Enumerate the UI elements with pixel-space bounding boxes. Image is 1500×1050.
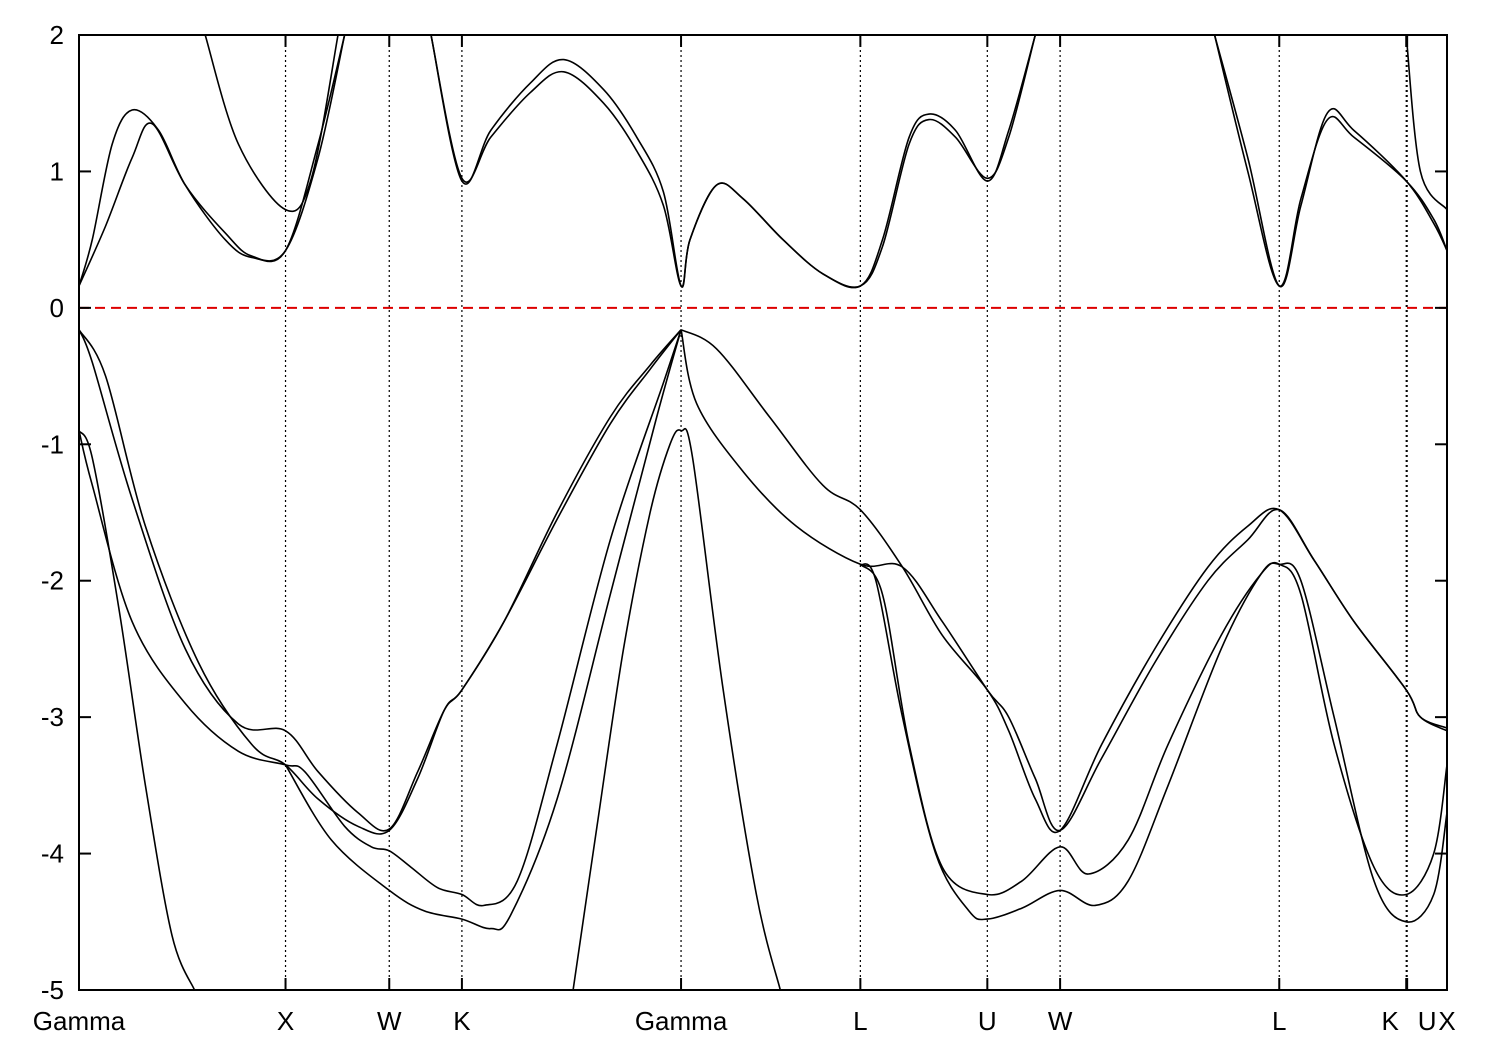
band-line-15 (1213, 35, 1447, 287)
band-line-16 (1213, 35, 1447, 288)
y-tick-label: 2 (50, 20, 64, 50)
band-line-17 (1405, 35, 1447, 211)
band-line-8 (859, 562, 1447, 923)
y-tick-label: 1 (50, 156, 64, 186)
k-point-label: W (377, 1006, 402, 1036)
band-line-4 (79, 329, 682, 835)
y-tick-label: -2 (41, 566, 64, 596)
band-line-3 (79, 329, 682, 832)
x-axis: Gamma X W K Gamma L U W L K U X (33, 35, 1456, 1036)
k-point-label: X (1438, 1006, 1455, 1036)
k-point-label: L (853, 1006, 867, 1036)
y-axis: 2 1 0 -1 -2 -3 -4 -5 (41, 20, 1447, 1005)
y-tick-label: -3 (41, 702, 64, 732)
band-line-11 (79, 35, 346, 287)
bands (79, 35, 1447, 990)
band-line-6 (680, 328, 1447, 834)
band-line-2 (79, 329, 682, 907)
band-line-7 (680, 329, 1447, 832)
band-line-9 (859, 561, 1447, 896)
band-line-0 (79, 430, 196, 990)
band-line-13 (430, 35, 1037, 289)
y-tick-label: -4 (41, 839, 64, 869)
band-line-14 (430, 35, 1037, 288)
k-point-label: W (1048, 1006, 1073, 1036)
y-tick-label: 0 (50, 293, 64, 323)
band-line-10 (79, 35, 346, 287)
k-point-label: U (1418, 1006, 1437, 1036)
k-point-label: K (1382, 1006, 1400, 1036)
k-point-lines (284, 35, 1408, 990)
band-line-5 (284, 329, 682, 931)
k-point-label: K (453, 1006, 471, 1036)
k-point-label: L (1272, 1006, 1286, 1036)
band-line-12 (204, 35, 339, 213)
k-point-label: X (277, 1006, 294, 1036)
y-tick-label: -5 (41, 975, 64, 1005)
plot-frame (78, 34, 1448, 991)
k-point-label: Gamma (635, 1006, 728, 1036)
band-line-1 (572, 427, 782, 990)
k-point-label: U (978, 1006, 997, 1036)
k-point-label: Gamma (33, 1006, 126, 1036)
y-tick-label: -1 (41, 429, 64, 459)
